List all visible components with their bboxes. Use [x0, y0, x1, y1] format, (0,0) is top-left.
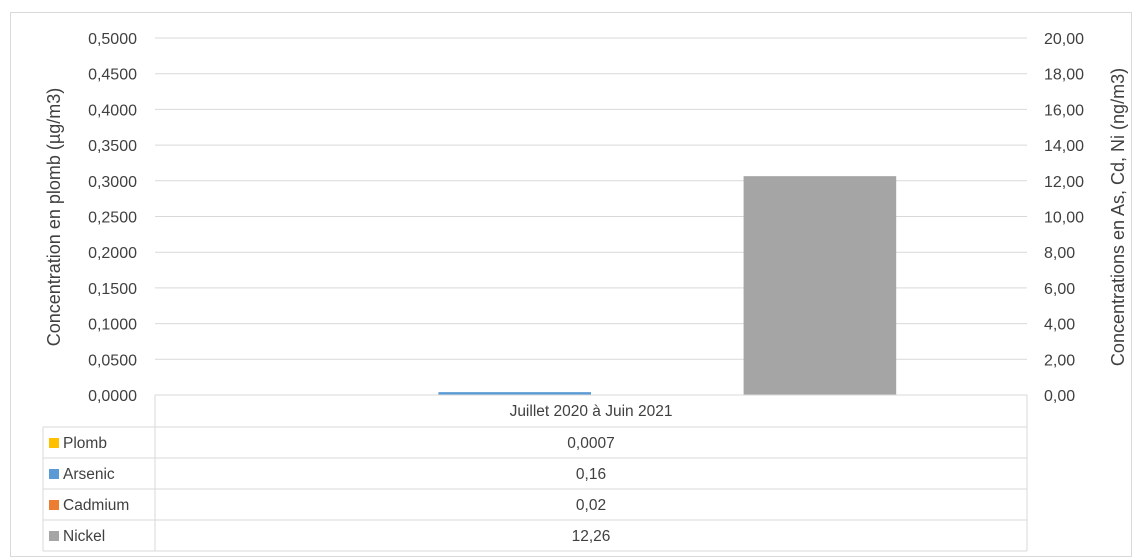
right-tick-label: 20,00	[1044, 31, 1084, 48]
right-tick-label: 0,00	[1044, 388, 1075, 405]
left-tick-label: 0,4500	[88, 67, 137, 84]
left-tick-label: 0,2000	[88, 245, 137, 262]
legend-key-nickel	[49, 531, 59, 541]
left-tick-label: 0,0000	[88, 388, 137, 405]
left-tick-label: 0,1500	[88, 281, 137, 298]
right-tick-label: 2,00	[1044, 352, 1075, 369]
legend-label-arsenic: Arsenic	[63, 466, 115, 483]
right-tick-label: 8,00	[1044, 245, 1075, 262]
left-tick-label: 0,1000	[88, 317, 137, 334]
table-category-label: Juillet 2020 à Juin 2021	[510, 403, 673, 420]
legend-label-nickel: Nickel	[63, 528, 105, 545]
table-value-nickel: 12,26	[572, 528, 611, 545]
legend-key-arsenic	[49, 469, 59, 479]
right-tick-label: 10,00	[1044, 210, 1084, 227]
legend-key-plomb	[49, 438, 59, 448]
right-tick-label: 14,00	[1044, 138, 1084, 155]
table-value-plomb: 0,0007	[567, 435, 614, 452]
left-tick-label: 0,5000	[88, 31, 137, 48]
legend-key-cadmium	[49, 500, 59, 510]
left-axis-title: Concentration en plomb (µg/m3)	[44, 88, 64, 347]
bar-nickel	[743, 176, 897, 395]
legend-label-cadmium: Cadmium	[63, 497, 129, 514]
bar-arsenic	[438, 392, 591, 395]
left-tick-label: 0,4000	[88, 102, 137, 119]
legend-label-plomb: Plomb	[63, 435, 107, 452]
right-tick-label: 12,00	[1044, 174, 1084, 191]
right-tick-label: 6,00	[1044, 281, 1075, 298]
right-axis-title: Concentrations en As, Cd, Ni (ng/m3)	[1108, 68, 1128, 366]
right-tick-label: 18,00	[1044, 67, 1084, 84]
right-tick-label: 4,00	[1044, 317, 1075, 334]
right-tick-label: 16,00	[1044, 102, 1084, 119]
table-value-arsenic: 0,16	[576, 466, 606, 483]
chart-frame	[10, 12, 1132, 557]
left-tick-label: 0,3500	[88, 138, 137, 155]
left-tick-label: 0,2500	[88, 210, 137, 227]
left-tick-label: 0,0500	[88, 352, 137, 369]
table-value-cadmium: 0,02	[576, 497, 606, 514]
left-tick-label: 0,3000	[88, 174, 137, 191]
